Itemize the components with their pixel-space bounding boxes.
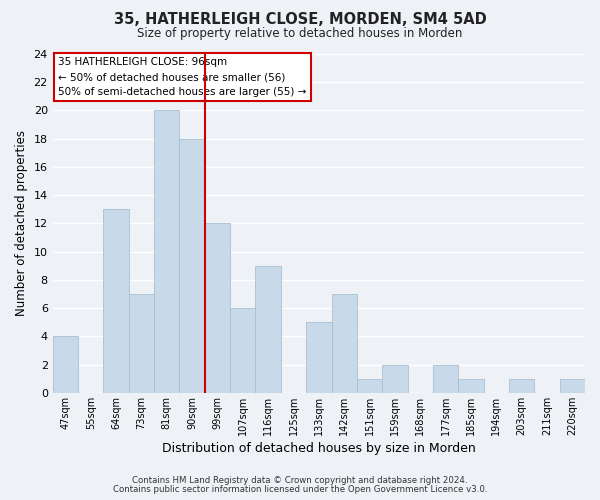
Bar [129,294,154,393]
Bar [560,379,585,393]
Text: Size of property relative to detached houses in Morden: Size of property relative to detached ho… [137,28,463,40]
Bar [458,379,484,393]
Text: 35 HATHERLEIGH CLOSE: 96sqm
← 50% of detached houses are smaller (56)
50% of sem: 35 HATHERLEIGH CLOSE: 96sqm ← 50% of det… [58,58,307,97]
Bar [179,138,205,393]
Bar [306,322,332,393]
Bar [230,308,256,393]
Bar [256,266,281,393]
X-axis label: Distribution of detached houses by size in Morden: Distribution of detached houses by size … [162,442,476,455]
Y-axis label: Number of detached properties: Number of detached properties [15,130,28,316]
Text: 35, HATHERLEIGH CLOSE, MORDEN, SM4 5AD: 35, HATHERLEIGH CLOSE, MORDEN, SM4 5AD [113,12,487,28]
Bar [382,364,407,393]
Bar [433,364,458,393]
Bar [332,294,357,393]
Bar [154,110,179,393]
Bar [103,210,129,393]
Text: Contains public sector information licensed under the Open Government Licence v3: Contains public sector information licen… [113,485,487,494]
Bar [509,379,535,393]
Bar [357,379,382,393]
Bar [53,336,78,393]
Text: Contains HM Land Registry data © Crown copyright and database right 2024.: Contains HM Land Registry data © Crown c… [132,476,468,485]
Bar [205,224,230,393]
